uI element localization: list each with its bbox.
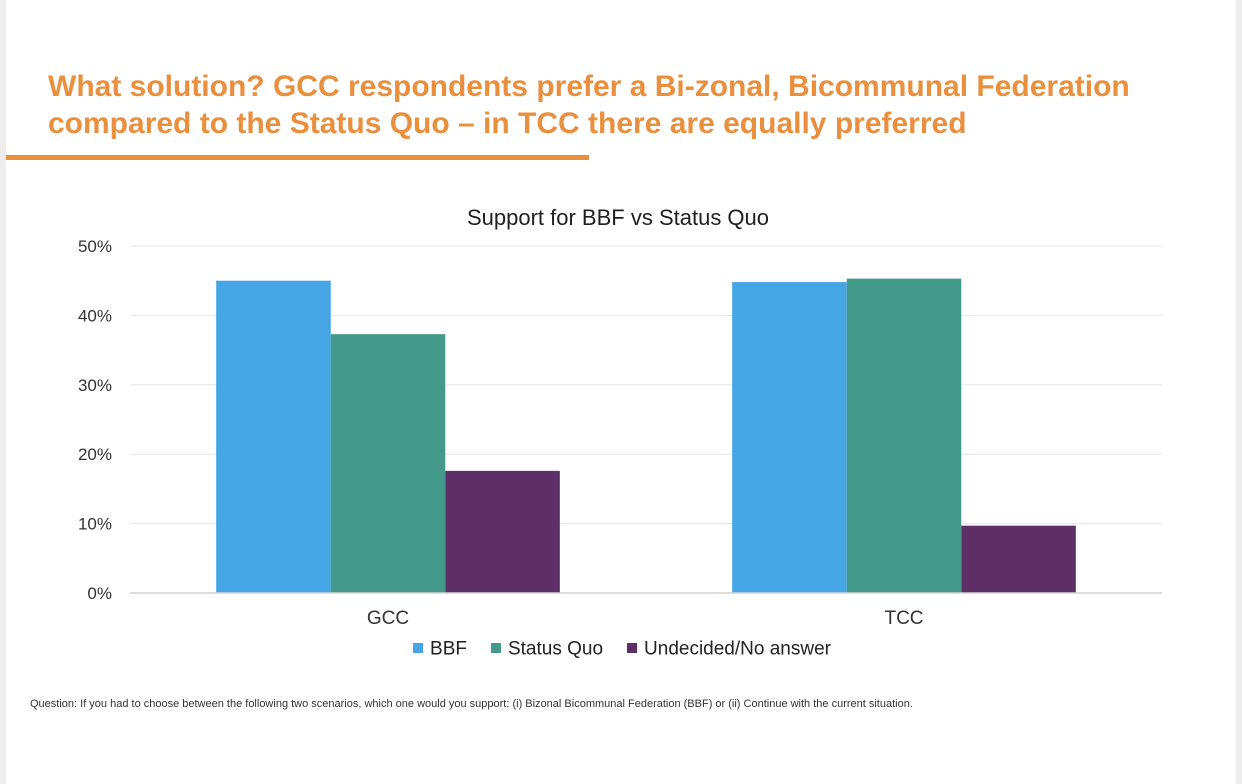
headline-line-1: What solution? GCC respondents prefer a …	[48, 70, 1130, 103]
legend-label: BBF	[430, 639, 467, 660]
bar-gcc-bbf	[216, 280, 331, 593]
y-tick-label: 40%	[78, 306, 112, 325]
bars	[216, 278, 1076, 593]
chart-legend: BBF Status Quo Undecided/No answer	[413, 639, 832, 660]
legend-label: Undecided/No answer	[644, 639, 832, 660]
bar-gcc-status-quo	[330, 334, 446, 593]
legend-label: Status Quo	[508, 639, 603, 660]
bar-tcc-bbf	[732, 282, 847, 593]
y-tick-label: 30%	[78, 376, 112, 395]
slide: What solution? GCC respondents prefer a …	[6, 0, 1236, 784]
chart-title: Support for BBF vs Status Quo	[467, 205, 769, 230]
legend-swatch-bbf	[413, 643, 424, 653]
title-underline-rule	[6, 155, 589, 160]
legend-swatch-undecided-no-answer	[627, 643, 638, 653]
slide-headline: What solution? GCC respondents prefer a …	[48, 68, 1228, 142]
headline-line-2: compared to the Status Quo – in TCC ther…	[48, 107, 967, 140]
bar-gcc-undecided-no-answer	[445, 470, 560, 593]
y-tick-label: 10%	[78, 515, 112, 534]
x-axis: GCC TCC	[130, 592, 1162, 629]
bar-tcc-undecided-no-answer	[961, 525, 1076, 593]
y-tick-label: 50%	[78, 237, 112, 256]
y-tick-label: 20%	[78, 445, 112, 464]
x-category-label: GCC	[367, 608, 409, 629]
question-footnote: Question: If you had to choose between t…	[30, 698, 913, 710]
legend-swatch-status-quo	[490, 643, 501, 653]
x-category-label: TCC	[884, 608, 923, 629]
y-axis-tick-labels: 0% 10% 20% 30% 40% 50%	[78, 237, 112, 603]
y-tick-label: 0%	[87, 584, 112, 603]
bar-tcc-status-quo	[846, 278, 962, 593]
